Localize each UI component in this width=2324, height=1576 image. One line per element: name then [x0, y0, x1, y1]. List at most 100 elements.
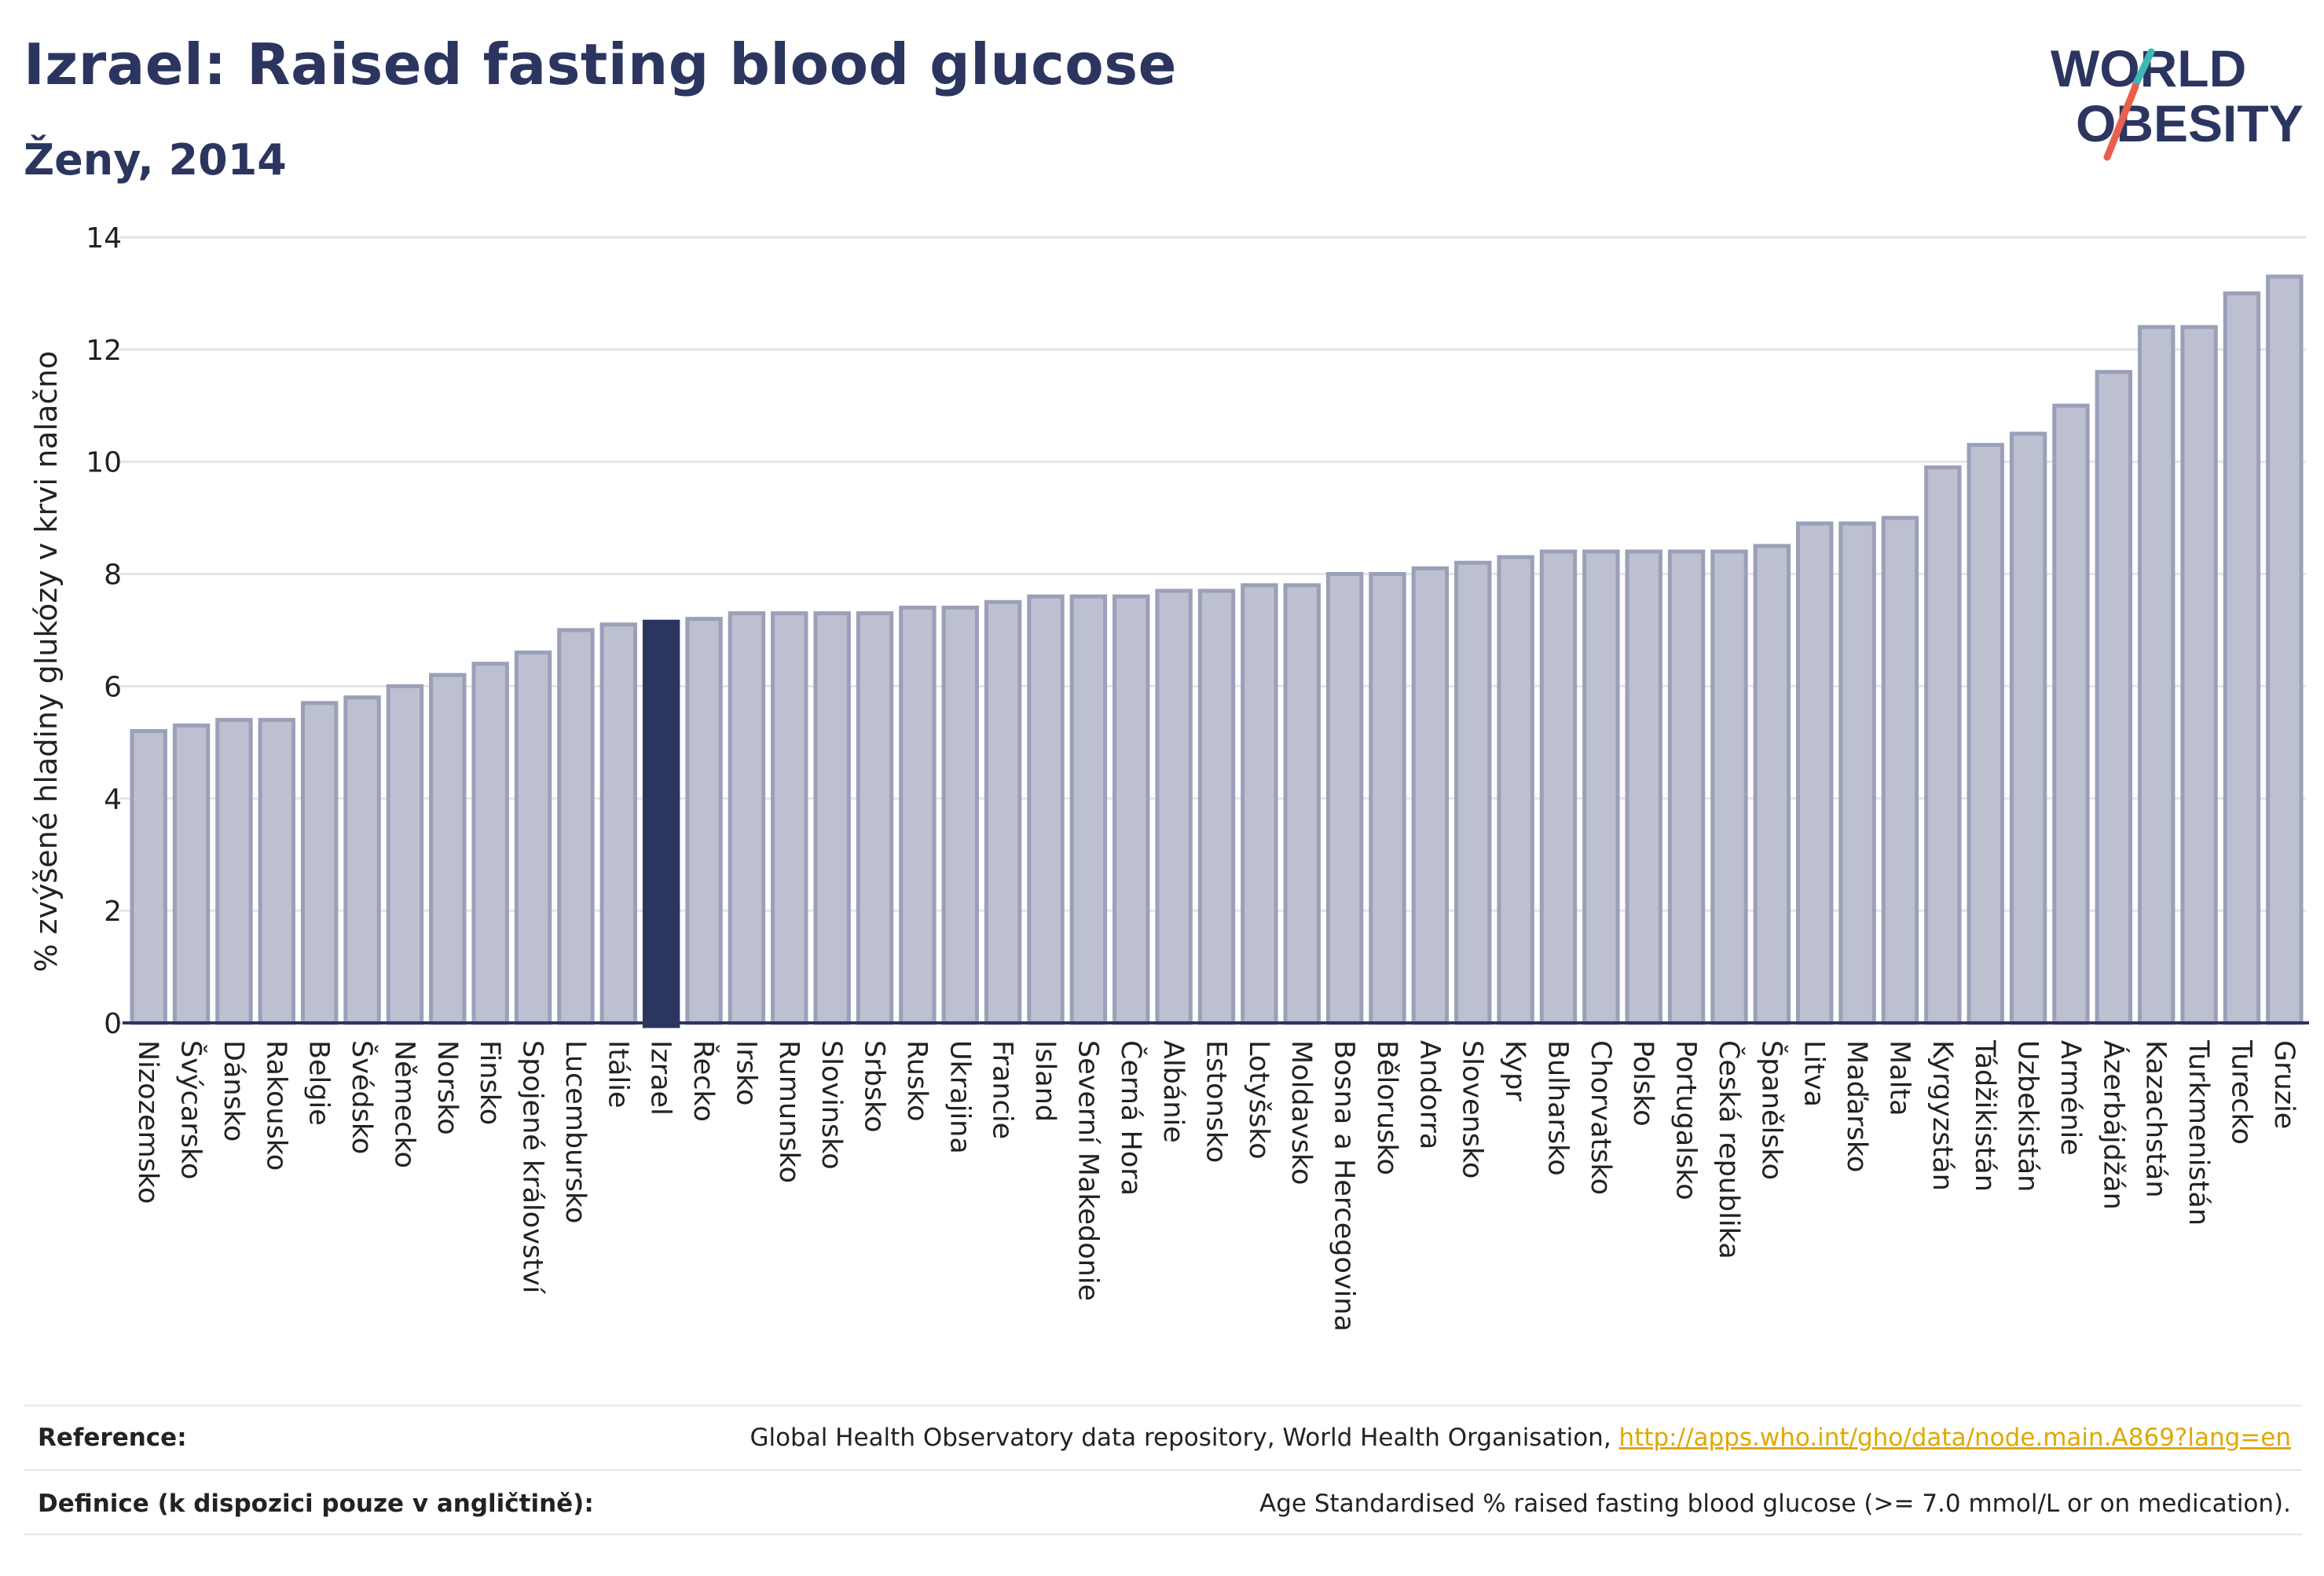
- footer-divider-bottom: [24, 1534, 2302, 1535]
- bar-Česká republika: [1710, 549, 1748, 1025]
- y-axis-ticks: 0 2 4 6 8 10 12 14: [86, 222, 122, 1040]
- world-obesity-logo: WORLD OBESITY: [2051, 39, 2304, 161]
- x-axis-labels: Nizozemsko Švýcarsko Dánsko Rakousko Belgie Š…: [132, 1039, 2300, 1332]
- bar-Kyrgyzstán: [1924, 465, 1962, 1025]
- y-axis-title: % zvýšené hladiny glukózy v krvi nalačno: [29, 350, 64, 972]
- bar-Rusko: [899, 605, 937, 1025]
- definition-text: Age Standardised % raised fasting blood …: [1259, 1490, 2291, 1518]
- x-tick-label: Kypr: [1499, 1040, 1530, 1101]
- bar-Švédsko: [343, 695, 381, 1025]
- y-tick-label: 8: [104, 559, 122, 592]
- y-tick-label: 2: [104, 896, 122, 928]
- bar-Maďarsko: [1838, 521, 1876, 1025]
- bar-Chorvatsko: [1582, 549, 1620, 1025]
- bar-Irsko: [728, 611, 766, 1025]
- x-tick-label: Belgie: [303, 1040, 335, 1126]
- bar-Bulharsko: [1539, 549, 1578, 1025]
- x-tick-label: Litva: [1798, 1040, 1830, 1107]
- x-tick-label: Chorvatsko: [1585, 1040, 1616, 1195]
- x-tick-label: Ukrajina: [944, 1040, 975, 1154]
- bar-Spojené království: [514, 651, 552, 1025]
- x-tick-label: Španělsko: [1755, 1040, 1788, 1180]
- x-tick-label: Turecko: [2225, 1039, 2256, 1145]
- bar-Rakousko: [258, 717, 296, 1025]
- x-tick-label: Švédsko: [346, 1040, 379, 1154]
- reference-source: Global Health Observatory data repositor…: [750, 1424, 1619, 1452]
- footer-divider-top: [24, 1405, 2302, 1406]
- bar-Bosna a Hercegovina: [1325, 572, 1364, 1025]
- x-tick-label: Arménie: [2055, 1040, 2086, 1156]
- bar-Tádžikistán: [1967, 442, 2004, 1025]
- x-tick-label: Izrael: [645, 1040, 676, 1116]
- bar-Itálie: [599, 622, 637, 1025]
- bar-Finsko: [471, 662, 509, 1025]
- bar-Litva: [1796, 521, 1834, 1025]
- bar-Ázerbájdžán: [2095, 369, 2133, 1025]
- x-tick-label: Spojené království: [517, 1040, 548, 1295]
- x-tick-label: Rumunsko: [773, 1040, 805, 1183]
- bar-Bělorusko: [1369, 572, 1406, 1025]
- bar-Moldavsko: [1283, 583, 1321, 1025]
- reference-link[interactable]: http://apps.who.int/gho/data/node.main.A…: [1618, 1424, 2291, 1452]
- x-tick-label: Bělorusko: [1371, 1040, 1402, 1175]
- x-tick-label: Lucembursko: [559, 1040, 591, 1223]
- x-tick-label: Irsko: [730, 1040, 761, 1105]
- bar-Gruzie: [2266, 274, 2304, 1025]
- bar-Island: [1027, 594, 1065, 1025]
- x-tick-label: Severní Makedonie: [1072, 1040, 1103, 1301]
- x-tick-label: Švýcarsko: [175, 1040, 208, 1179]
- bar-Slovinsko: [813, 611, 851, 1025]
- bar-Nizozemsko: [130, 729, 167, 1025]
- x-tick-label: Finsko: [474, 1040, 505, 1125]
- bar-Turecko: [2223, 291, 2261, 1025]
- x-tick-label: Portugalsko: [1670, 1040, 1702, 1200]
- bar-Srbsko: [856, 611, 894, 1025]
- x-tick-label: Gruzie: [2268, 1040, 2300, 1129]
- y-tick-label: 4: [104, 783, 122, 815]
- x-tick-label: Lotyšsko: [1243, 1040, 1274, 1160]
- bar-Malta: [1881, 515, 1919, 1025]
- bar-Švýcarsko: [172, 723, 211, 1025]
- bar-Arménie: [2052, 403, 2090, 1025]
- x-tick-label: Řecko: [687, 1040, 720, 1122]
- bar-Německo: [386, 684, 424, 1025]
- logo-slash-bottom: [2103, 82, 2139, 161]
- bar-Kypr: [1497, 555, 1534, 1025]
- bar-Rumunsko: [771, 611, 808, 1025]
- x-tick-label: Bosna a Hercegovina: [1329, 1040, 1360, 1332]
- x-tick-label: Norsko: [431, 1040, 463, 1135]
- x-tick-label: Rakousko: [260, 1040, 291, 1171]
- y-tick-label: 6: [104, 671, 122, 703]
- x-tick-label: Polsko: [1627, 1040, 1659, 1127]
- x-tick-label: Moldavsko: [1285, 1040, 1317, 1185]
- y-tick-label: 14: [86, 222, 122, 255]
- x-tick-label: Maďarsko: [1841, 1040, 1872, 1172]
- x-tick-label: Francie: [987, 1040, 1018, 1139]
- logo-slash-top: [2132, 48, 2155, 89]
- bar-Španělsko: [1753, 544, 1791, 1025]
- bars: [130, 274, 2304, 1028]
- bar-Polsko: [1625, 549, 1662, 1025]
- footer-divider-middle: [24, 1469, 2302, 1471]
- bar-Belgie: [300, 701, 339, 1025]
- reference-label: Reference:: [38, 1424, 187, 1452]
- bar-Řecko: [685, 617, 723, 1025]
- bar-Uzbekistán: [2009, 431, 2047, 1025]
- chart-title: Izrael: Raised fasting blood glucose: [24, 31, 1177, 97]
- x-tick-label: Malta: [1883, 1040, 1915, 1116]
- logo-word-world: WORLD: [2051, 39, 2246, 97]
- x-tick-label: Bulharsko: [1541, 1040, 1573, 1176]
- x-tick-label: Srbsko: [859, 1040, 890, 1133]
- x-tick-label: Island: [1029, 1040, 1061, 1122]
- x-tick-label: Estonsko: [1200, 1040, 1232, 1163]
- y-tick-label: 12: [86, 335, 122, 367]
- bar-Slovensko: [1454, 560, 1492, 1025]
- x-tick-label: Ázerbájdžán: [2097, 1040, 2130, 1210]
- x-tick-label: Andorra: [1413, 1040, 1445, 1149]
- x-tick-label: Dánsko: [218, 1040, 249, 1142]
- x-tick-label: Česká republika: [1713, 1040, 1746, 1259]
- bar-Francie: [984, 599, 1022, 1025]
- bar-Lucembursko: [557, 628, 595, 1025]
- x-tick-label: Kyrgyzstán: [1926, 1040, 1958, 1191]
- bar-Andorra: [1411, 566, 1450, 1025]
